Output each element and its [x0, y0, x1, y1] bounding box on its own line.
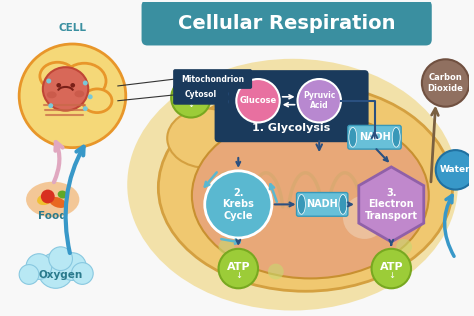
Ellipse shape — [298, 195, 305, 214]
Ellipse shape — [19, 44, 126, 148]
Text: Oxygen: Oxygen — [38, 270, 83, 281]
Text: 2.
Krebs
Cycle: 2. Krebs Cycle — [222, 188, 254, 221]
Text: ↓: ↓ — [235, 271, 242, 280]
Text: Cytosol: Cytosol — [185, 90, 217, 99]
Circle shape — [19, 264, 39, 284]
Circle shape — [219, 239, 234, 255]
Circle shape — [422, 59, 469, 107]
Ellipse shape — [349, 127, 357, 147]
Ellipse shape — [74, 90, 84, 97]
Circle shape — [436, 150, 474, 190]
FancyBboxPatch shape — [142, 0, 432, 46]
FancyBboxPatch shape — [215, 70, 369, 142]
Text: Mitochondrion: Mitochondrion — [181, 75, 244, 83]
Circle shape — [38, 253, 73, 288]
Circle shape — [268, 264, 284, 279]
Text: ●: ● — [56, 82, 62, 88]
Circle shape — [372, 249, 411, 288]
Ellipse shape — [40, 62, 75, 90]
Circle shape — [72, 263, 93, 284]
Circle shape — [343, 196, 386, 239]
FancyBboxPatch shape — [348, 125, 401, 149]
FancyBboxPatch shape — [297, 192, 348, 216]
Circle shape — [46, 79, 51, 83]
FancyBboxPatch shape — [173, 85, 228, 105]
Text: Cellular Respiration: Cellular Respiration — [178, 14, 395, 33]
Text: ATP: ATP — [179, 91, 203, 101]
Ellipse shape — [47, 91, 57, 98]
Ellipse shape — [192, 112, 429, 278]
Ellipse shape — [26, 182, 79, 217]
Text: Carbon
Dioxide: Carbon Dioxide — [428, 73, 464, 93]
Ellipse shape — [167, 109, 246, 168]
Text: ↓: ↓ — [187, 100, 194, 109]
Circle shape — [26, 254, 52, 279]
Circle shape — [41, 190, 55, 204]
FancyBboxPatch shape — [173, 69, 252, 89]
Ellipse shape — [49, 197, 66, 208]
Ellipse shape — [82, 89, 112, 112]
Ellipse shape — [43, 67, 88, 111]
Text: 3.
Electron
Transport: 3. Electron Transport — [365, 188, 418, 221]
Circle shape — [83, 106, 88, 111]
Text: Water: Water — [440, 165, 471, 174]
Text: Glucose: Glucose — [239, 96, 277, 105]
Polygon shape — [359, 167, 424, 242]
Text: NADH: NADH — [306, 199, 338, 210]
Text: Pyruvic
Acid: Pyruvic Acid — [303, 91, 336, 111]
Ellipse shape — [158, 84, 453, 291]
Ellipse shape — [58, 191, 67, 198]
Circle shape — [83, 81, 88, 85]
Circle shape — [59, 253, 86, 280]
Circle shape — [396, 239, 412, 255]
Circle shape — [48, 103, 53, 108]
Text: Food: Food — [38, 211, 67, 221]
Text: NADH: NADH — [359, 132, 391, 142]
Text: ●: ● — [70, 82, 75, 88]
Ellipse shape — [339, 195, 347, 214]
Circle shape — [298, 79, 341, 123]
Text: ATP: ATP — [380, 262, 403, 271]
Text: CELL: CELL — [58, 23, 86, 33]
Circle shape — [171, 78, 210, 118]
Circle shape — [219, 249, 258, 288]
Circle shape — [205, 171, 272, 238]
Ellipse shape — [127, 59, 458, 311]
Ellipse shape — [392, 127, 400, 147]
Circle shape — [88, 94, 93, 99]
Circle shape — [237, 79, 280, 123]
Text: 1. Glycolysis: 1. Glycolysis — [253, 123, 331, 133]
Text: ↓: ↓ — [388, 271, 395, 280]
Ellipse shape — [63, 63, 106, 99]
Ellipse shape — [37, 194, 53, 205]
Text: ATP: ATP — [227, 262, 250, 271]
Circle shape — [49, 247, 73, 270]
